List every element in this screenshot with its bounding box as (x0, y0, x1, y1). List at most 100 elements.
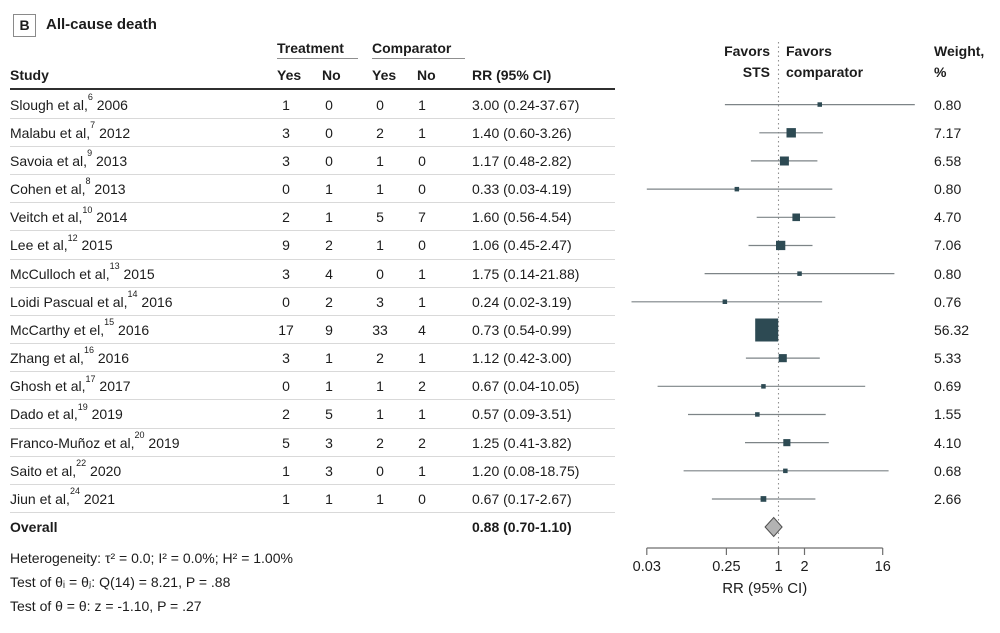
row-separator (10, 258, 615, 260)
rr-ci-cell: 0.67 (0.17-2.67) (472, 490, 572, 507)
weight-cell: 0.80 (934, 181, 962, 197)
table-row: Slough et al,6 2006 1 0 0 1 3.00 (0.24-37.67)… (0, 91, 1000, 119)
rr-ci-cell: 1.20 (0.08-18.75) (472, 462, 580, 479)
comparator-no-cell: 0 (418, 181, 426, 197)
column-header-study: Study (10, 67, 49, 83)
treatment-no-cell: 5 (325, 406, 333, 423)
study-name-cell: Veitch et al,10 2014 (10, 204, 128, 226)
row-separator (10, 427, 615, 429)
study-ref: 12 (67, 232, 78, 243)
treatment-yes-cell: 0 (282, 181, 290, 197)
study-name-cell: Cohen et al,8 2013 (10, 176, 126, 197)
comparator-no-cell: 0 (418, 490, 426, 507)
weight-cell: 7.06 (934, 237, 962, 254)
weight-cell: 0.76 (934, 293, 962, 310)
row-separator (10, 343, 615, 345)
weight-column-header: Weight, % (934, 41, 984, 83)
weight-cell: 1.55 (934, 406, 962, 423)
study-ref: 24 (69, 486, 80, 497)
study-ref: 14 (127, 289, 138, 300)
treatment-no-cell: 2 (325, 293, 333, 310)
comparator-yes-cell: 33 (372, 321, 388, 338)
row-separator (10, 117, 615, 119)
comparator-yes-cell: 1 (376, 378, 384, 395)
rr-ci-cell: 1.25 (0.41-3.82) (472, 434, 572, 451)
comparator-yes-cell: 2 (376, 434, 384, 451)
weight-header-line1: Weight, (934, 43, 985, 59)
study-ref: 10 (82, 204, 93, 215)
comparator-yes-cell: 2 (376, 350, 384, 367)
panel-title: All-cause death (46, 16, 157, 33)
comparator-no-cell: 1 (418, 124, 426, 141)
treatment-no-cell: 3 (325, 434, 333, 451)
rr-ci-cell: 0.73 (0.54-0.99) (472, 321, 572, 338)
comparator-yes-cell: 0 (376, 462, 384, 479)
table-row: McCarthy et el,15 2016 17 9 33 4 0.73 (0.54-0… (0, 316, 1000, 345)
treatment-no-cell: 3 (325, 462, 333, 479)
comparator-yes-cell: 1 (376, 181, 384, 197)
x-axis-tick-label: 1 (774, 559, 782, 575)
table-row: McCulloch et al,13 2015 3 4 0 1 1.75 (0.14-21… (0, 260, 1000, 288)
row-separator (10, 512, 615, 514)
weight-cell: 0.69 (934, 378, 962, 395)
study-ref: 22 (76, 458, 87, 469)
comparator-no-cell: 0 (418, 152, 426, 169)
column-header-treatment-no: No (322, 67, 341, 83)
treatment-yes-cell: 5 (282, 434, 290, 451)
comparator-no-cell: 1 (418, 96, 426, 113)
row-separator (10, 230, 615, 232)
treatment-no-cell: 1 (325, 490, 333, 507)
x-axis-tick-label: 2 (800, 559, 808, 575)
weight-cell: 6.58 (934, 152, 962, 169)
comparator-no-cell: 0 (418, 237, 426, 254)
table-row: Franco-Muñoz et al,20 2019 5 3 2 2 1.25 (0.41… (0, 429, 1000, 457)
row-separator (10, 173, 615, 175)
treatment-no-cell: 9 (325, 321, 333, 338)
weight-cell: 56.32 (934, 321, 970, 338)
study-name-cell: Franco-Muñoz et al,20 2019 (10, 429, 180, 451)
treatment-yes-cell: 2 (282, 209, 290, 226)
table-row: Malabu et al,7 2012 3 0 2 1 1.40 (0.60-3.26) 7… (0, 119, 1000, 147)
study-ref: 7 (90, 120, 96, 130)
rr-ci-cell: 1.60 (0.56-4.54) (472, 209, 572, 226)
treatment-yes-cell: 17 (278, 321, 294, 338)
overall-diamond (764, 516, 783, 538)
study-name-cell: Savoia et al,9 2013 (10, 148, 128, 169)
table-row: Jiun et al,24 2021 1 1 1 0 0.67 (0.17-2.67) 2.… (0, 485, 1000, 514)
treatment-no-cell: 4 (325, 265, 333, 282)
rr-ci-cell: 1.40 (0.60-3.26) (472, 124, 572, 141)
row-separator (10, 371, 615, 373)
comparator-no-cell: 4 (418, 321, 426, 338)
comparator-yes-cell: 0 (376, 96, 384, 113)
weight-cell: 4.70 (934, 209, 962, 226)
x-axis-tick-label: 0.25 (712, 559, 740, 575)
favors-comparator-line2: comparator (786, 64, 864, 80)
x-axis-label: RR (95% CI) (722, 580, 807, 597)
study-ref: 17 (85, 373, 96, 384)
treatment-yes-cell: 3 (282, 124, 290, 141)
treatment-yes-cell: 3 (282, 265, 290, 282)
table-row: Dado et al,19 2019 2 5 1 1 0.57 (0.09-3.51) 1.… (0, 400, 1000, 429)
rr-ci-cell: 1.06 (0.45-2.47) (472, 237, 572, 254)
rr-ci-cell: 1.17 (0.48-2.82) (472, 152, 572, 169)
weight-header-line2: % (934, 64, 947, 80)
table-row: Ghosh et al,17 2017 0 1 1 2 0.67 (0.04-10.05)… (0, 372, 1000, 401)
study-ref: 13 (109, 260, 120, 271)
rr-ci-cell: 1.12 (0.42-3.00) (472, 350, 572, 367)
x-axis-tick-label: 16 (875, 559, 891, 575)
study-name-cell: Lee et al,12 2015 (10, 232, 113, 254)
x-axis-tick-label: 0.03 (633, 559, 661, 575)
study-name-cell: McCulloch et al,13 2015 (10, 260, 155, 282)
treatment-no-cell: 0 (325, 152, 333, 169)
weight-cell: 5.33 (934, 350, 962, 367)
favors-sts-line2: STS (742, 64, 770, 80)
treatment-yes-cell: 2 (282, 406, 290, 423)
treatment-yes-cell: 1 (282, 96, 290, 113)
column-group-treatment: Treatment (277, 40, 344, 56)
treatment-no-cell: 1 (325, 378, 333, 395)
weight-cell: 0.68 (934, 462, 962, 479)
rr-ci-cell: 0.24 (0.02-3.19) (472, 293, 572, 310)
row-separator (10, 202, 615, 204)
comparator-no-cell: 1 (418, 462, 426, 479)
